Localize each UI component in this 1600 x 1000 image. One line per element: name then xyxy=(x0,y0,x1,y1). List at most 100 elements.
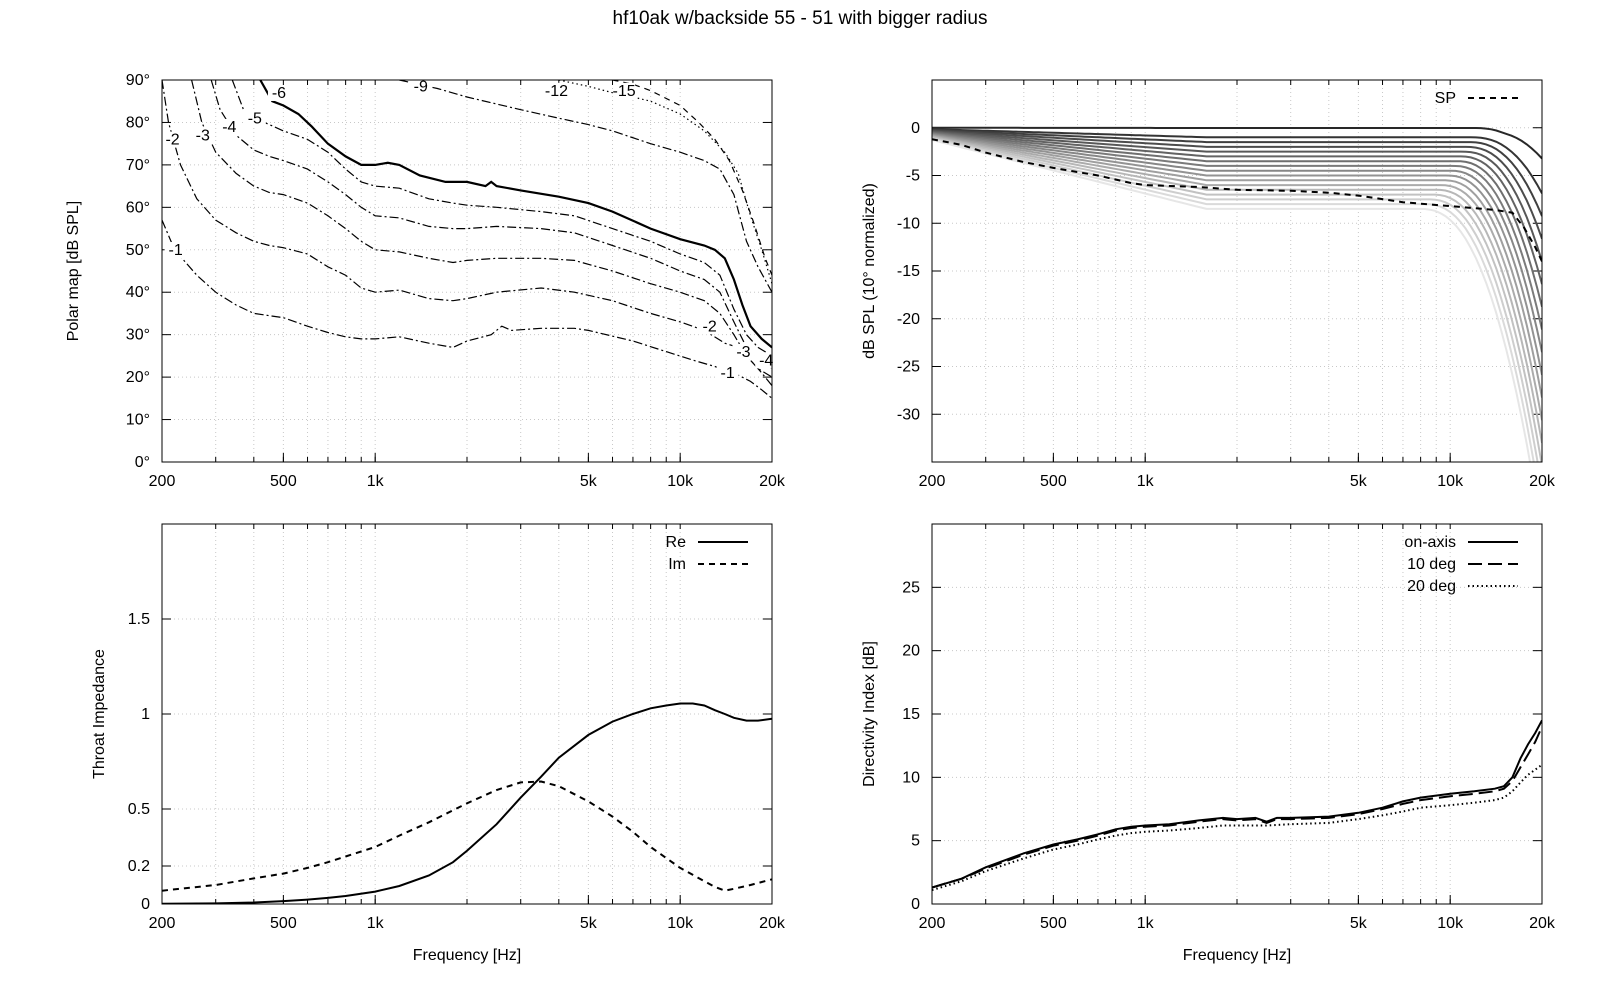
x-tick-label: 20k xyxy=(1529,473,1556,490)
y-axis-label: Throat Impedance xyxy=(91,649,108,779)
x-axis-label: Frequency [Hz] xyxy=(413,947,521,964)
angle-curve xyxy=(932,130,1542,262)
angle-curve xyxy=(932,131,1542,285)
legend-label: on-axis xyxy=(1404,534,1456,551)
series-line xyxy=(191,80,772,378)
x-tick-label: 1k xyxy=(367,473,385,490)
contour-label: -1 xyxy=(169,242,183,259)
y-tick-label: -30 xyxy=(897,406,920,423)
y-axis-label: dB SPL (10° normalized) xyxy=(861,183,878,359)
plot-frame xyxy=(931,79,1543,463)
contour-label-bg xyxy=(732,343,755,360)
angle-curve xyxy=(932,137,1539,462)
contour-label-bg xyxy=(409,78,432,95)
y-tick-label: 0 xyxy=(141,896,150,913)
y-tick-label: -25 xyxy=(897,359,920,376)
y-axis-label: Polar map [dB SPL] xyxy=(65,201,82,342)
series-line xyxy=(162,702,772,904)
y-tick-label: 60° xyxy=(126,199,150,216)
plot-frame xyxy=(161,523,773,905)
series-line xyxy=(210,80,772,370)
x-tick-label: 200 xyxy=(149,915,176,932)
angle-curve xyxy=(932,136,1542,462)
x-tick-label: 200 xyxy=(919,473,946,490)
series-line xyxy=(231,80,772,357)
series-line xyxy=(932,763,1542,892)
series-line xyxy=(558,80,772,284)
contour-label: -5 xyxy=(248,110,262,127)
y-tick-label: 0.5 xyxy=(128,801,150,818)
y-tick-label: 90° xyxy=(126,72,150,89)
contour-label: -12 xyxy=(545,83,568,100)
legend-label: Re xyxy=(666,534,687,551)
x-tick-label: 500 xyxy=(1040,915,1067,932)
x-tick-label: 5k xyxy=(1350,915,1368,932)
angle-curve xyxy=(932,128,1542,194)
angle-curve xyxy=(932,135,1542,421)
y-tick-label: 0.2 xyxy=(128,858,150,875)
contour-label-bg xyxy=(267,84,290,101)
y-tick-label: 10° xyxy=(126,412,150,429)
angle-curve xyxy=(932,136,1542,444)
angle-curve xyxy=(932,132,1542,330)
normalized-spl-panel: 0 -5 -10 -15 -20 -25 -30 200 500 1k 5k 10k 20k SP dB S… xyxy=(861,79,1556,490)
plot-frame xyxy=(161,79,773,463)
x-tick-label: 1k xyxy=(1137,473,1155,490)
series-line xyxy=(399,80,772,293)
y-tick-label: 1.5 xyxy=(128,611,150,628)
x-tick-label: 20k xyxy=(759,473,786,490)
figure-title: hf10ak w/backside 55 - 51 with bigger ra… xyxy=(612,8,988,29)
series-line xyxy=(162,219,772,399)
contour-label-bg xyxy=(613,82,636,99)
contour-label: -6 xyxy=(272,85,286,102)
angle-curve xyxy=(932,133,1542,376)
contour-label: -3 xyxy=(196,127,210,144)
contour-label-bg xyxy=(191,127,214,144)
y-tick-label: 40° xyxy=(126,284,150,301)
y-axis-label: Directivity Index [dB] xyxy=(861,641,878,787)
series-line xyxy=(259,80,772,349)
legend-label: Im xyxy=(668,556,686,573)
x-tick-label: 500 xyxy=(1040,473,1067,490)
x-tick-label: 20k xyxy=(1529,915,1556,932)
contour-label-bg xyxy=(545,82,568,99)
contour-label-bg xyxy=(164,242,187,259)
x-tick-label: 10k xyxy=(667,473,694,490)
y-tick-label: 20 xyxy=(902,643,920,660)
x-tick-label: 1k xyxy=(367,915,385,932)
x-tick-label: 1k xyxy=(1137,915,1155,932)
y-tick-label: 10 xyxy=(902,769,920,786)
y-tick-label: -5 xyxy=(906,168,920,185)
series-line xyxy=(932,726,1542,889)
contour-label: -15 xyxy=(613,83,636,100)
contour-label: -9 xyxy=(414,79,428,96)
contour-label-bg xyxy=(716,365,739,382)
legend-label: 10 deg xyxy=(1407,556,1456,573)
contour-label: -2 xyxy=(165,132,179,149)
y-tick-label: 0° xyxy=(135,454,150,471)
plot-area xyxy=(162,80,772,399)
contour-label-bg xyxy=(218,118,241,135)
angle-curve xyxy=(932,129,1542,240)
x-tick-label: 10k xyxy=(667,915,694,932)
legend-label: 20 deg xyxy=(1407,578,1456,595)
x-axis-label: Frequency [Hz] xyxy=(1183,947,1291,964)
angle-curve xyxy=(932,126,1542,160)
x-tick-label: 5k xyxy=(580,915,598,932)
x-tick-label: 20k xyxy=(759,915,786,932)
x-tick-label: 200 xyxy=(919,915,946,932)
x-tick-label: 10k xyxy=(1437,473,1464,490)
series-line xyxy=(932,719,1542,889)
contour-label: -2 xyxy=(703,318,717,335)
y-tick-label: 25 xyxy=(902,579,920,596)
contour-label: -4 xyxy=(759,352,773,369)
angle-curve xyxy=(932,134,1542,398)
x-tick-label: 500 xyxy=(270,915,297,932)
series-line xyxy=(162,780,772,892)
contour-label: -3 xyxy=(736,344,750,361)
contour-label: -1 xyxy=(721,365,735,382)
series-line xyxy=(932,138,1542,262)
y-tick-label: 80° xyxy=(126,114,150,131)
angle-curve xyxy=(932,133,1542,353)
